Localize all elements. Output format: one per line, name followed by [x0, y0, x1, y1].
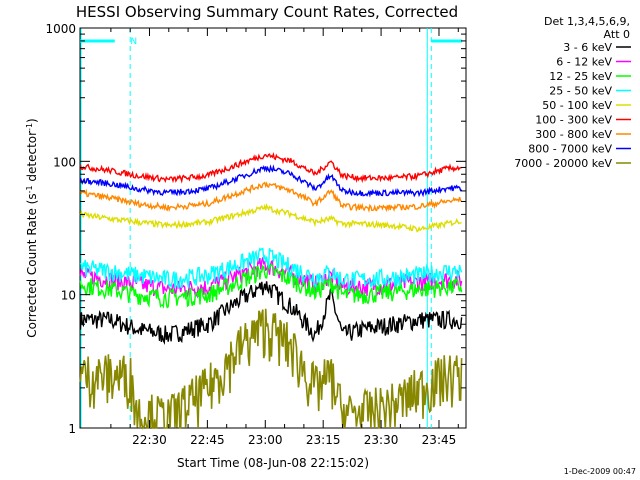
- series-line-8: [79, 308, 463, 430]
- chart-title: HESSI Observing Summary Count Rates, Cor…: [76, 3, 458, 21]
- x-axis-label: Start Time (08-Jun-08 22:15:02): [177, 456, 369, 470]
- y-tick-label: 10: [61, 289, 76, 303]
- y-axis-label-sup1: -1: [25, 185, 34, 193]
- x-tick-label: 23:30: [364, 433, 399, 447]
- series-line-4: [79, 203, 462, 233]
- legend: Det 1,3,4,5,6,9, Att 0 3 - 6 keV 6 - 12 k…: [514, 15, 631, 170]
- legend-header-line-1: Det 1,3,4,5,6,9,: [544, 15, 630, 28]
- series-line-6: [79, 181, 462, 214]
- y-tick-label: 100: [53, 155, 76, 169]
- series-line-2: [79, 262, 463, 309]
- y-axis-label-main: Corrected Count Rate (s: [25, 193, 39, 337]
- legend-label-3: 25 - 50 keV: [549, 85, 612, 98]
- legend-label-1: 6 - 12 keV: [556, 56, 612, 69]
- legend-label-2: 12 - 25 keV: [549, 70, 612, 83]
- footer-timestamp: 1-Dec-2009 00:47: [564, 467, 636, 476]
- y-axis-label-sup2: -1: [25, 123, 34, 131]
- y-axis-label-mid: detector: [25, 131, 39, 186]
- x-tick-label: 23:15: [306, 433, 341, 447]
- x-tick-label: 22:45: [190, 433, 225, 447]
- legend-label-0: 3 - 6 keV: [563, 41, 612, 54]
- legend-label-6: 300 - 800 keV: [535, 128, 612, 141]
- x-tick-label: 22:30: [132, 433, 167, 447]
- y-tick-label: 1000: [45, 22, 76, 36]
- y-tick-label: 1: [68, 422, 76, 436]
- series-layer: [79, 152, 463, 430]
- series-line-3: [79, 247, 463, 292]
- y-axis-label-end: ): [25, 118, 39, 123]
- night-flag-label: N: [130, 37, 137, 47]
- legend-label-7: 800 - 7000 keV: [528, 143, 612, 156]
- axes-layer: 22:30 22:45 23:00 23:15 23:30 23:45 1 10 100 1000: [45, 22, 466, 447]
- series-line-5: [79, 152, 462, 184]
- y-axis-label: Corrected Count Rate (s-1 detector-1): [25, 118, 40, 337]
- legend-label-8: 7000 - 20000 keV: [514, 157, 612, 170]
- legend-label-5: 100 - 300 keV: [535, 114, 612, 127]
- series-line-0: [79, 281, 463, 346]
- x-tick-label: 23:45: [422, 433, 457, 447]
- legend-header-line-2: Att 0: [604, 28, 630, 41]
- series-line-7: [79, 164, 463, 198]
- legend-label-4: 50 - 100 keV: [542, 99, 612, 112]
- plot-border: [79, 27, 467, 429]
- x-tick-label: 23:00: [248, 433, 283, 447]
